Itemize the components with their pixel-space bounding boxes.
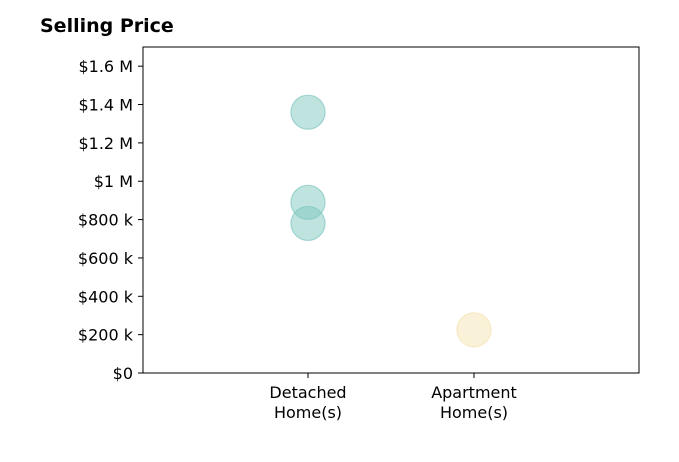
y-tick-label: $1 M: [94, 172, 133, 191]
data-point: [456, 312, 492, 348]
data-point: [290, 94, 326, 130]
x-tick-label: Apartment: [431, 383, 517, 402]
y-axis: $0 $200 k $400 k $600 k $800 k $1 M $1.2 M $1.4…: [78, 57, 143, 383]
chart-title: Selling Price: [40, 15, 174, 37]
points-layer: [290, 94, 492, 348]
y-tick-label: $1.6 M: [78, 57, 133, 76]
plot-frame: [142, 46, 640, 374]
x-tick-label: Detached: [269, 383, 346, 402]
y-tick-label: $800 k: [78, 211, 134, 230]
y-tick-label: $1.2 M: [78, 134, 133, 153]
y-tick-label: $1.4 M: [78, 96, 133, 115]
y-tick-label: $0: [113, 364, 133, 383]
data-point: [290, 205, 326, 242]
y-tick-label: $200 k: [78, 326, 134, 345]
x-tick-label: Home(s): [274, 403, 342, 422]
x-tick-label: Home(s): [440, 403, 508, 422]
y-tick-label: $400 k: [78, 287, 134, 306]
y-tick-label: $600 k: [78, 249, 134, 268]
